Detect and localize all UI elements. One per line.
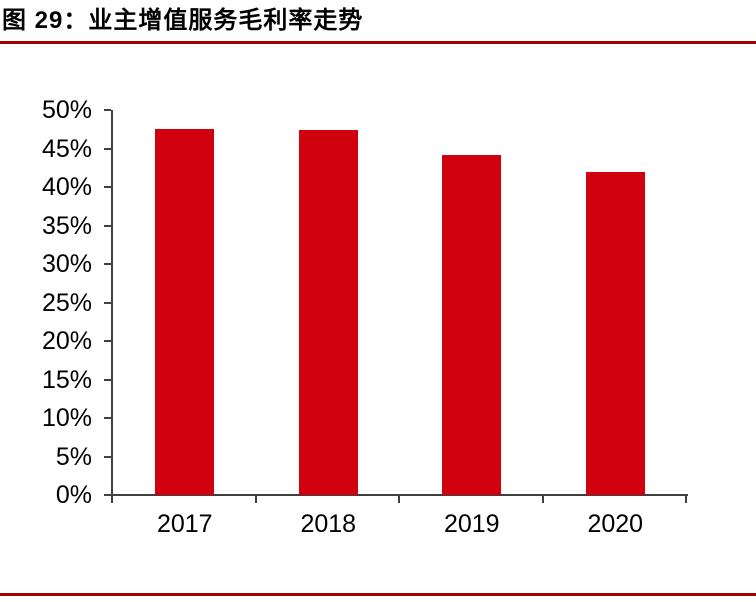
y-tick-label: 50% [41, 96, 92, 124]
y-tick [104, 263, 111, 265]
y-tick-label: 35% [41, 211, 92, 240]
y-tick [104, 109, 111, 111]
y-tick [104, 224, 111, 227]
x-tick [254, 496, 257, 503]
y-tick-label: 25% [41, 288, 92, 317]
x-axis-label: 2020 [587, 510, 644, 538]
y-tick-label: 10% [41, 404, 92, 432]
y-tick-label: 5% [55, 442, 92, 471]
y-tick-label: 30% [41, 250, 92, 278]
x-axis [111, 494, 688, 496]
x-tick [111, 496, 113, 503]
x-axis-label: 2018 [300, 510, 357, 538]
y-tick [104, 186, 111, 188]
x-axis-label: 2017 [156, 510, 213, 538]
y-tick [104, 147, 111, 150]
y-tick-label: 40% [41, 173, 92, 201]
bar-2018 [298, 130, 358, 495]
x-axis-label: 2019 [443, 510, 500, 538]
y-tick [104, 494, 111, 496]
x-tick [685, 496, 687, 503]
x-tick [398, 496, 400, 503]
footer-rule [0, 593, 756, 596]
y-axis [111, 110, 113, 496]
y-tick [104, 455, 111, 458]
y-tick [104, 378, 111, 381]
bar-2019 [442, 154, 502, 495]
title-underline-rule [0, 41, 756, 44]
y-tick [104, 301, 111, 304]
bar-2017 [155, 129, 215, 495]
figure-title: 图 29：业主增值服务毛利率走势 [2, 7, 364, 34]
y-tick-label: 0% [55, 481, 92, 509]
y-tick-label: 15% [41, 365, 92, 394]
y-tick [104, 417, 111, 419]
x-tick [541, 496, 544, 503]
y-tick [104, 340, 111, 342]
bar-2020 [585, 171, 645, 495]
y-tick-label: 45% [41, 134, 92, 163]
y-tick-label: 20% [41, 327, 92, 355]
